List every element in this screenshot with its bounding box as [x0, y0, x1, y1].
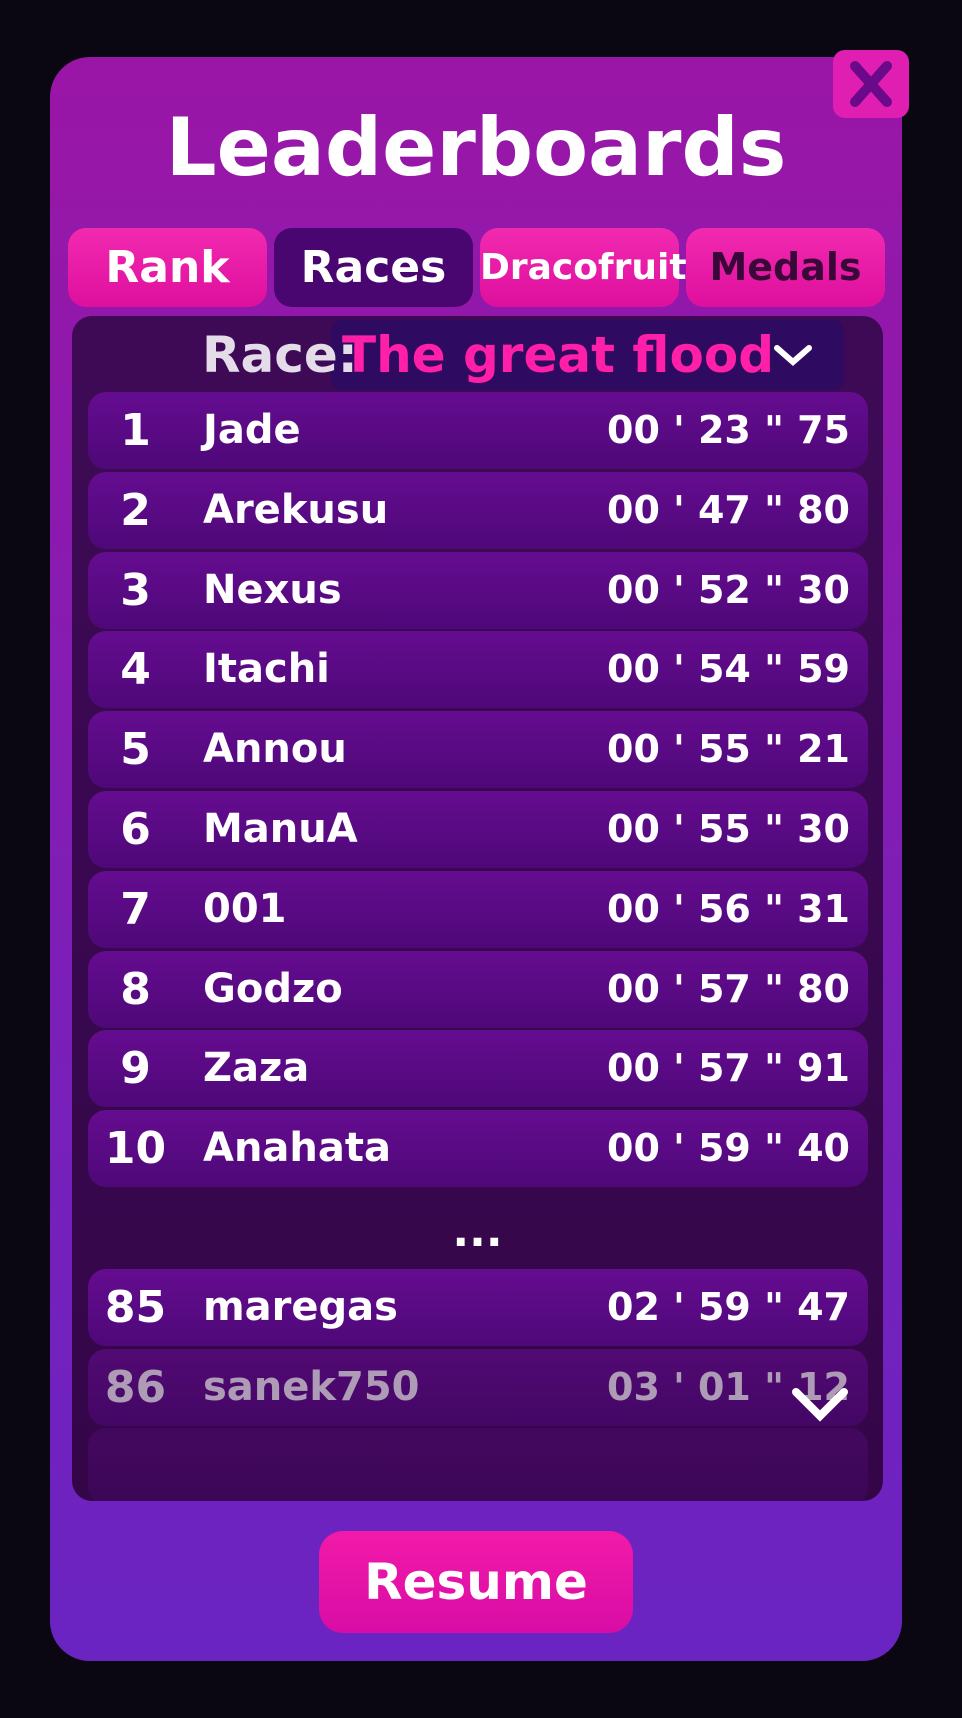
leaderboard-row: 85 maregas 02 ' 59 " 47 — [88, 1269, 868, 1346]
player-name: Arekusu — [203, 486, 389, 533]
race-time: 00 ' 57 " 80 — [607, 966, 850, 1011]
player-name: 001 — [203, 885, 287, 932]
rank: 85 — [104, 1282, 167, 1333]
leaderboard-list: Race: The great flood ... 1 Jade 00 ' 23 "… — [72, 316, 883, 1501]
race-label: Race: — [202, 326, 358, 384]
race-dropdown[interactable] — [331, 320, 844, 390]
player-name: Itachi — [203, 646, 330, 693]
race-time: 00 ' 23 " 75 — [607, 408, 850, 452]
race-time: 00 ' 59 " 40 — [607, 1126, 850, 1171]
title: Leaderboards — [165, 101, 787, 194]
player-name: Anahata — [203, 1125, 392, 1172]
player-name: maregas — [203, 1284, 398, 1330]
tab-medals[interactable]: Medals — [686, 228, 885, 307]
leaderboard-row: 4 Itachi 00 ' 54 " 59 — [88, 631, 868, 709]
ellipsis: ... — [452, 1206, 503, 1257]
rank: 1 — [120, 405, 151, 456]
tab-dracofruit[interactable]: Dracofruit — [480, 228, 687, 307]
player-name: Nexus — [203, 566, 342, 613]
close-button[interactable] — [833, 50, 909, 118]
dropdown-arrow — [774, 345, 812, 366]
race-time: 00 ' 55 " 21 — [607, 727, 850, 772]
player-name: sanek750 — [203, 1364, 420, 1410]
resume-button[interactable]: Resume — [319, 1531, 633, 1633]
race-name: The great flood — [342, 326, 774, 384]
leaderboard-row: 9 Zaza 00 ' 57 " 91 — [88, 1030, 868, 1108]
scroll-down-arrow[interactable] — [788, 1382, 852, 1426]
player-name: Annou — [203, 726, 347, 773]
race-time: 00 ' 55 " 30 — [607, 807, 850, 851]
race-time: 00 ' 57 " 91 — [607, 1046, 850, 1091]
race-time: 00 ' 54 " 59 — [607, 647, 850, 692]
faded-row — [88, 1428, 868, 1501]
rank: 86 — [104, 1362, 167, 1413]
leaderboard-row: 8 Godzo 00 ' 57 " 80 — [88, 950, 868, 1028]
rank: 9 — [120, 1043, 151, 1095]
rank: 8 — [120, 963, 151, 1015]
player-name: ManuA — [203, 806, 358, 852]
leaderboard-row: 86 sanek750 03 ' 01 " 12 — [88, 1349, 868, 1426]
rank: 10 — [104, 1123, 167, 1175]
leaderboard-row: 7 001 00 ' 56 " 31 — [88, 870, 868, 948]
rank: 2 — [120, 484, 151, 536]
race-time: 03 ' 01 " 12 — [607, 1365, 850, 1409]
rank: 7 — [120, 883, 151, 935]
leaderboard-row: 3 Nexus 00 ' 52 " 30 — [88, 551, 868, 629]
leaderboard-row: 5 Annou 00 ' 55 " 21 — [88, 711, 868, 789]
leaderboard-row: 2 Arekusu 00 ' 47 " 80 — [88, 471, 868, 549]
race-time: 00 ' 47 " 80 — [607, 487, 850, 532]
player-name: Jade — [203, 407, 301, 453]
rank: 6 — [120, 804, 151, 855]
race-time: 00 ' 56 " 31 — [607, 886, 850, 931]
leaderboard-row: 1 Jade 00 ' 23 " 75 — [88, 392, 868, 469]
rank: 4 — [120, 644, 151, 696]
rank: 5 — [120, 724, 151, 776]
race-time: 00 ' 52 " 30 — [607, 567, 850, 612]
leaderboard-row: 10 Anahata 00 ' 59 " 40 — [88, 1110, 868, 1188]
tab-races[interactable]: Races — [274, 228, 473, 307]
tab-rank[interactable]: Rank — [68, 228, 267, 307]
race-time: 02 ' 59 " 47 — [607, 1285, 850, 1329]
player-name: Godzo — [203, 965, 343, 1012]
player-name: Zaza — [203, 1045, 310, 1092]
rank: 3 — [120, 564, 151, 616]
close-icon — [850, 61, 892, 107]
leaderboard-row: 6 ManuA 00 ' 55 " 30 — [88, 791, 868, 868]
